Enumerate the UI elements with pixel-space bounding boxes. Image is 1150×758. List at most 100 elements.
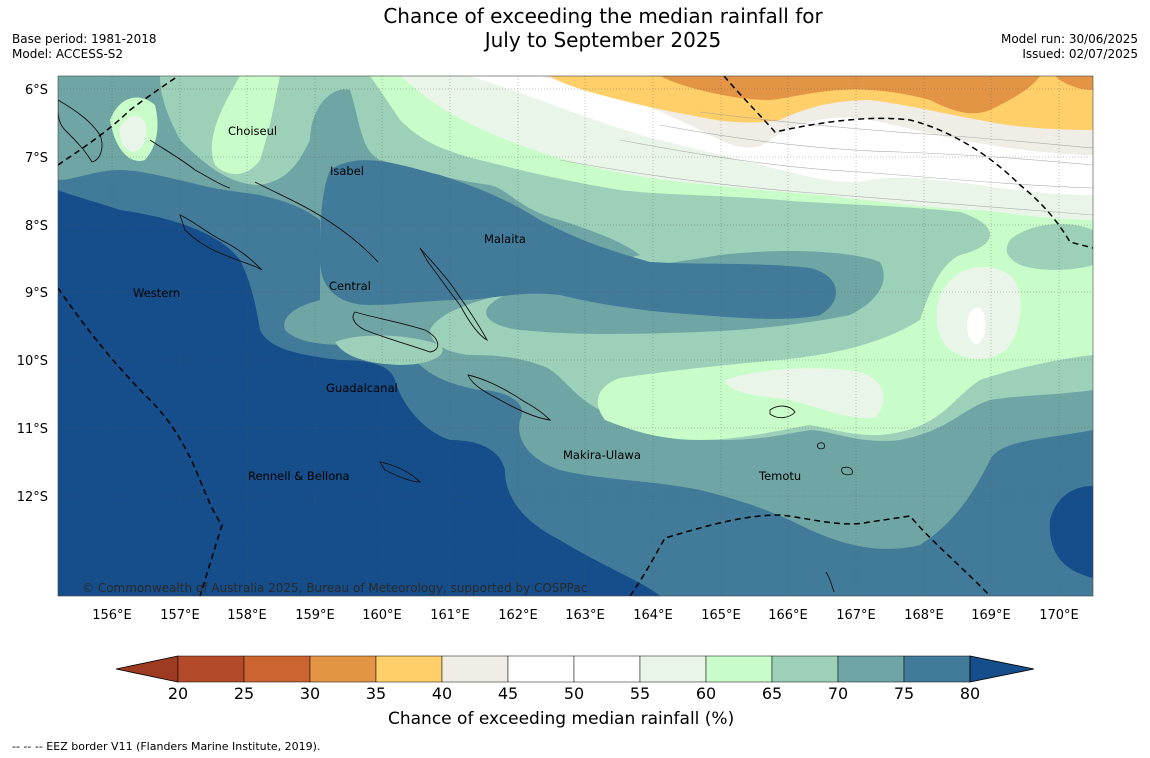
colorbar-swatch [243,655,311,683]
colorbar-high-extend [969,655,1035,683]
map-frame [57,75,1094,597]
colorbar-swatch [771,655,839,683]
colorbar-tick-label: 60 [696,684,716,703]
band-50-55-patch-east [967,307,986,345]
colorbar-swatch [441,655,509,683]
colorbar-tick-label: 45 [498,684,518,703]
lon-tick-label: 169°E [971,608,1011,623]
lon-tick-label: 163°E [565,608,605,623]
colorbar-tick-label: 50 [564,684,584,703]
colorbar-tick-label: 20 [168,684,188,703]
lon-tick-label: 156°E [92,608,132,623]
region-label-western: Western [133,286,180,300]
guadalcanal-island [352,311,439,353]
choiseul-island [149,139,231,189]
lon-tick-label: 170°E [1039,608,1079,623]
colorbar-swatch [639,655,707,683]
lon-tick-label: 167°E [836,608,876,623]
colorbar-tick-label: 35 [366,684,386,703]
rennell-island [379,461,422,483]
eez-legend-footer: -- -- -- EEZ border V11 (Flanders Marine… [12,740,321,753]
region-label-isabel: Isabel [330,164,364,178]
title-line-1: Chance of exceeding the median rainfall … [383,4,823,28]
colorbar-swatch [375,655,443,683]
run-info: Model run: 30/06/2025 Issued: 02/07/2025 [1001,32,1138,62]
colorbar-swatch [507,655,575,683]
band-65-70-patch-east [1006,224,1093,270]
temotu-santa-cruz [769,405,796,419]
title-line-2: July to September 2025 [484,28,722,52]
lon-tick-label: 157°E [160,608,200,623]
temotu-small-2 [841,466,853,476]
lon-tick-label: 164°E [633,608,673,623]
region-label-malaita: Malaita [484,232,526,246]
base-period: Base period: 1981-2018 [12,32,157,46]
band-30-35 [660,76,1040,114]
lat-tick-label: 12°S [17,490,48,505]
lon-tick-label: 160°E [362,608,402,623]
lon-tick-label: 165°E [701,608,741,623]
eez-border [58,76,1093,596]
longitude-labels: 156°E 157°E 158°E 159°E 160°E 161°E 162°E 163°E… [92,608,1079,623]
colorbar-low-extend [115,655,179,683]
colorbar-tick-label: 25 [234,684,254,703]
colorbar-tick-label: 55 [630,684,650,703]
new-georgia-island [179,214,263,271]
colorbar-tick-label: 80 [960,684,980,703]
colorbar-tick-label: 40 [432,684,452,703]
band-75-80-patch [320,160,837,319]
contour-fields [58,76,1093,596]
latitude-labels: 6°S 7°S 8°S 9°S 10°S 11°S 12°S [17,83,48,505]
lat-tick-label: 9°S [25,286,48,301]
colorbar-tick-label: 30 [300,684,320,703]
colorbar-swatch [309,655,377,683]
colorbar-swatch [705,655,773,683]
region-label-choiseul: Choiseul [228,124,277,138]
colorbar-label: Chance of exceeding median rainfall (%) [388,709,735,729]
band-70-75-guadal [335,335,443,365]
lat-tick-label: 6°S [25,83,48,98]
vanikoro-island [825,571,835,593]
contour-lines [559,111,1093,216]
model-run-date: Model run: 30/06/2025 [1000,32,1138,46]
lat-tick-label: 7°S [25,151,48,166]
island-outlines [58,99,853,593]
lon-tick-label: 161°E [430,608,470,623]
colorbar-tick-label: 65 [762,684,782,703]
makira-island [467,374,552,421]
lat-tick-label: 11°S [17,422,48,437]
band-30-35-patch [1055,76,1093,90]
isabel-island [254,181,379,263]
region-label-temotu: Temotu [758,469,801,483]
lat-tick-label: 10°S [17,354,48,369]
temotu-small-1 [817,442,825,450]
colorbar-tick-label: 70 [828,684,848,703]
band-55-60-patch-temotu [725,368,884,419]
lon-tick-label: 159°E [295,608,335,623]
lon-tick-label: 162°E [498,608,538,623]
map-title: Chance of exceeding the median rainfall … [0,4,1150,52]
colorbar-swatch [837,655,905,683]
bougainville-island [58,99,103,163]
region-label-central: Central [329,279,371,293]
region-label-makira-ulawa: Makira-Ulawa [563,448,641,462]
model-info: Base period: 1981-2018 Model: ACCESS-S2 [12,32,157,62]
region-label-rennell-bellona: Rennell & Bellona [248,469,350,483]
region-label-guadalcanal: Guadalcanal [326,381,398,395]
colorbar: 20 25 30 35 40 45 50 55 60 65 70 75 80 [115,655,1035,703]
malaita-island [419,247,489,342]
band-55-60-patch-west [119,115,147,152]
copyright-notice: © Commonwealth of Australia 2025, Bureau… [82,581,587,595]
lon-tick-label: 158°E [227,608,267,623]
lon-tick-label: 168°E [904,608,944,623]
model-name: Model: ACCESS-S2 [12,47,124,61]
colorbar-tick-label: 75 [894,684,914,703]
lat-tick-label: 8°S [25,219,48,234]
colorbar-swatch [573,655,641,683]
issued-date: Issued: 02/07/2025 [1022,47,1138,61]
colorbar-swatch [177,655,245,683]
region-labels: Choiseul Isabel Malaita Western Central … [133,124,801,483]
colorbar-swatch [903,655,971,683]
lon-tick-label: 166°E [768,608,808,623]
